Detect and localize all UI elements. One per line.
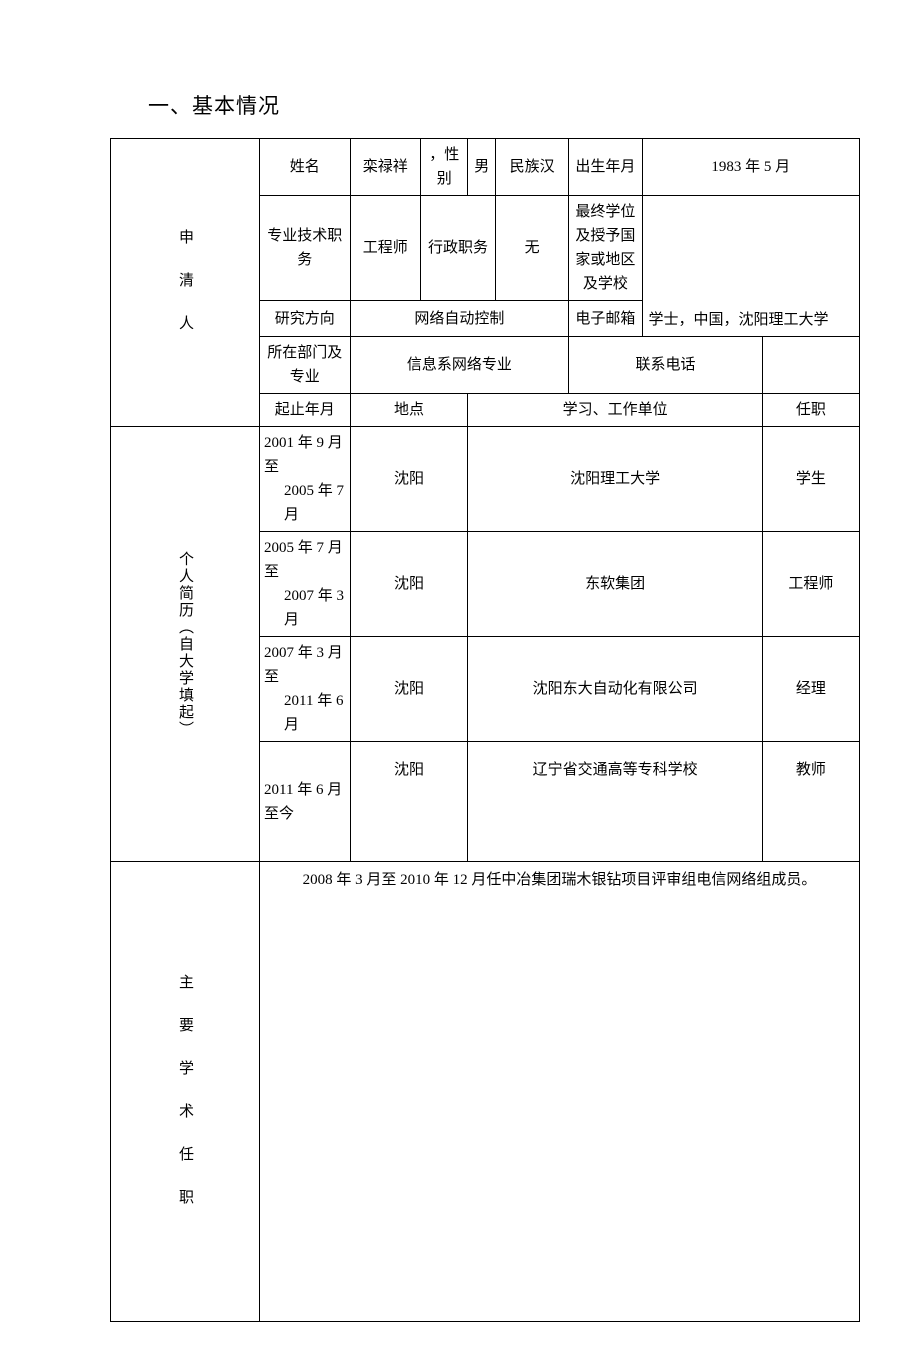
academic-section-label: 主 要 学 术 任 职 <box>111 862 260 1322</box>
resume-section-label: 个人简历（自大学填起） <box>111 427 260 862</box>
resume-post: 学生 <box>762 427 859 532</box>
period-line1: 2007 年 3 月至 <box>264 645 343 685</box>
row-name: 申 清 人 姓名 栾禄祥 ，性别 男 民族汉 出生年月 1983 年 5 月 <box>111 139 860 196</box>
resume-header-post: 任职 <box>762 394 859 427</box>
resume-org: 辽宁省交通高等专科学校 <box>468 742 762 862</box>
period-line2: 2011 年 6 月至今 <box>264 782 342 822</box>
proftitle-value: 工程师 <box>350 196 420 301</box>
period-line1: 2001 年 9 月至 <box>264 435 343 475</box>
period-line1: 2005 年 7 月至 <box>264 540 343 580</box>
academic-content: 2008 年 3 月至 2010 年 12 月任中冶集团瑞木银钻项目评审组电信网… <box>260 862 860 1322</box>
page-title: 一、基本情况 <box>148 90 860 120</box>
phone-value <box>762 337 859 394</box>
birth-label: 出生年月 <box>569 139 642 196</box>
resume-org: 东软集团 <box>468 532 762 637</box>
resume-location: 沈阳 <box>350 532 468 637</box>
research-value: 网络自动控制 <box>350 301 569 337</box>
phone-label: 联系电话 <box>569 337 762 394</box>
degree-label: 最终学位及授予国家或地区及学校 <box>569 196 642 301</box>
period-line2: 2011 年 6 月 <box>264 689 348 737</box>
resume-period: 2011 年 6 月至今 <box>260 742 351 862</box>
resume-header-location: 地点 <box>350 394 468 427</box>
resume-location: 沈阳 <box>350 742 468 862</box>
resume-org: 沈阳理工大学 <box>468 427 762 532</box>
birth-value: 1983 年 5 月 <box>642 139 860 196</box>
email-label: 电子邮箱 <box>569 301 642 337</box>
gender-value: 男 <box>468 139 496 196</box>
period-line2: 2005 年 7 月 <box>264 479 348 527</box>
period-line2: 2007 年 3 月 <box>264 584 348 632</box>
resume-location: 沈阳 <box>350 427 468 532</box>
resume-period: 2007 年 3 月至 2011 年 6 月 <box>260 637 351 742</box>
academic-row: 主 要 学 术 任 职 2008 年 3 月至 2010 年 12 月任中冶集团… <box>111 862 860 1322</box>
resume-post: 教师 <box>762 742 859 862</box>
applicant-section-label: 申 清 人 <box>111 139 260 427</box>
resume-location: 沈阳 <box>350 637 468 742</box>
basic-info-table: 申 清 人 姓名 栾禄祥 ，性别 男 民族汉 出生年月 1983 年 5 月 专… <box>110 138 860 1322</box>
name-value: 栾禄祥 <box>350 139 420 196</box>
resume-org: 沈阳东大自动化有限公司 <box>468 637 762 742</box>
resume-row: 个人简历（自大学填起） 2001 年 9 月至 2005 年 7 月 沈阳 沈阳… <box>111 427 860 532</box>
resume-post: 工程师 <box>762 532 859 637</box>
degree-value: 学士，中国，沈阳理工大学 <box>642 196 860 337</box>
proftitle-label: 专业技术职务 <box>260 196 351 301</box>
name-label: 姓名 <box>260 139 351 196</box>
resume-header-org: 学习、工作单位 <box>468 394 762 427</box>
gender-label: ，性别 <box>420 139 468 196</box>
adminpost-value: 无 <box>496 196 569 301</box>
adminpost-label: 行政职务 <box>420 196 495 301</box>
ethnicity-label: 民族汉 <box>496 139 569 196</box>
dept-value: 信息系网络专业 <box>350 337 569 394</box>
resume-period: 2005 年 7 月至 2007 年 3 月 <box>260 532 351 637</box>
resume-header-period: 起止年月 <box>260 394 351 427</box>
dept-label: 所在部门及专业 <box>260 337 351 394</box>
resume-post: 经理 <box>762 637 859 742</box>
resume-period: 2001 年 9 月至 2005 年 7 月 <box>260 427 351 532</box>
research-label: 研究方向 <box>260 301 351 337</box>
